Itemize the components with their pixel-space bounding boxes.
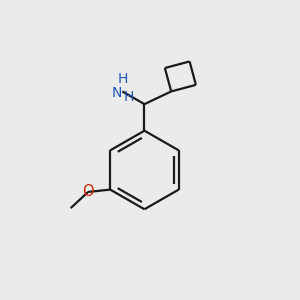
Text: N: N [112,85,122,100]
Text: H: H [124,89,134,103]
Text: O: O [82,184,94,200]
Text: H: H [117,72,128,86]
